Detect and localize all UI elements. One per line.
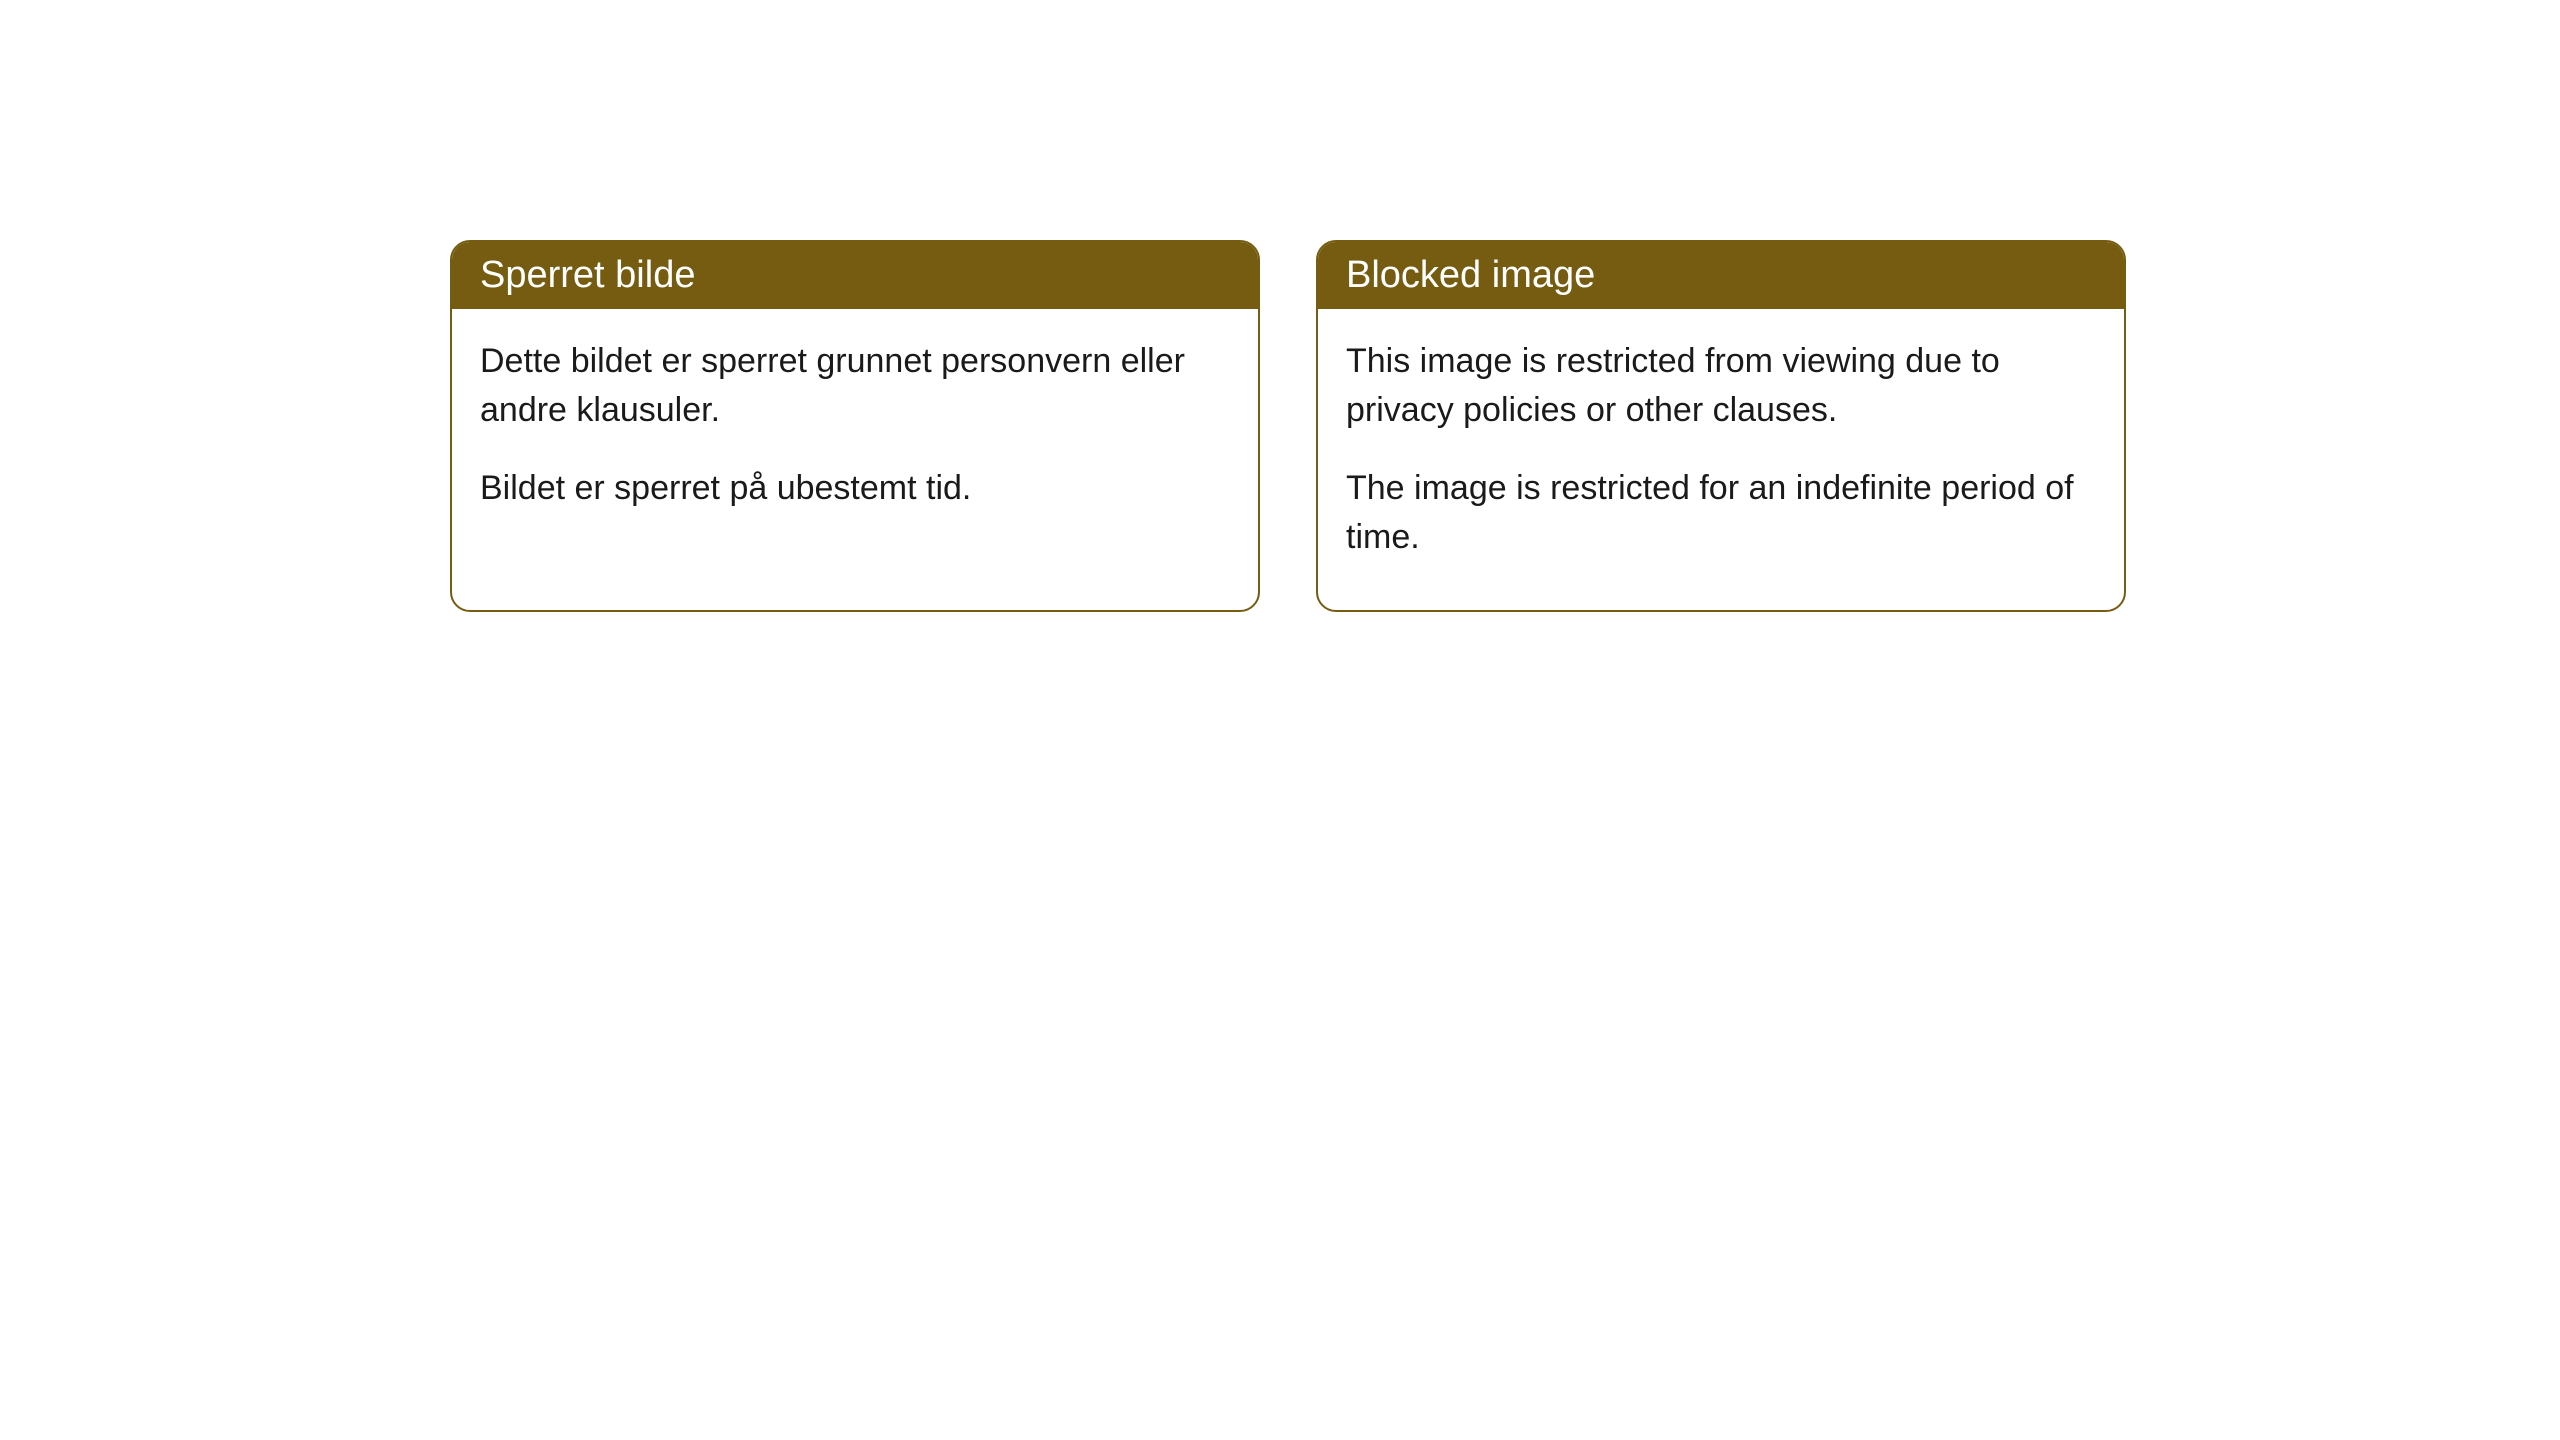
card-paragraph: Bildet er sperret på ubestemt tid. (480, 464, 1230, 513)
notice-card-english: Blocked image This image is restricted f… (1316, 240, 2126, 612)
card-paragraph: Dette bildet er sperret grunnet personve… (480, 337, 1230, 436)
card-body: This image is restricted from viewing du… (1318, 309, 2124, 610)
notice-cards-container: Sperret bilde Dette bildet er sperret gr… (450, 240, 2126, 612)
card-body: Dette bildet er sperret grunnet personve… (452, 309, 1258, 561)
notice-card-norwegian: Sperret bilde Dette bildet er sperret gr… (450, 240, 1260, 612)
card-header: Sperret bilde (452, 242, 1258, 309)
card-title: Blocked image (1346, 254, 1595, 296)
card-header: Blocked image (1318, 242, 2124, 309)
card-paragraph: The image is restricted for an indefinit… (1346, 464, 2096, 563)
card-paragraph: This image is restricted from viewing du… (1346, 337, 2096, 436)
card-title: Sperret bilde (480, 254, 695, 296)
